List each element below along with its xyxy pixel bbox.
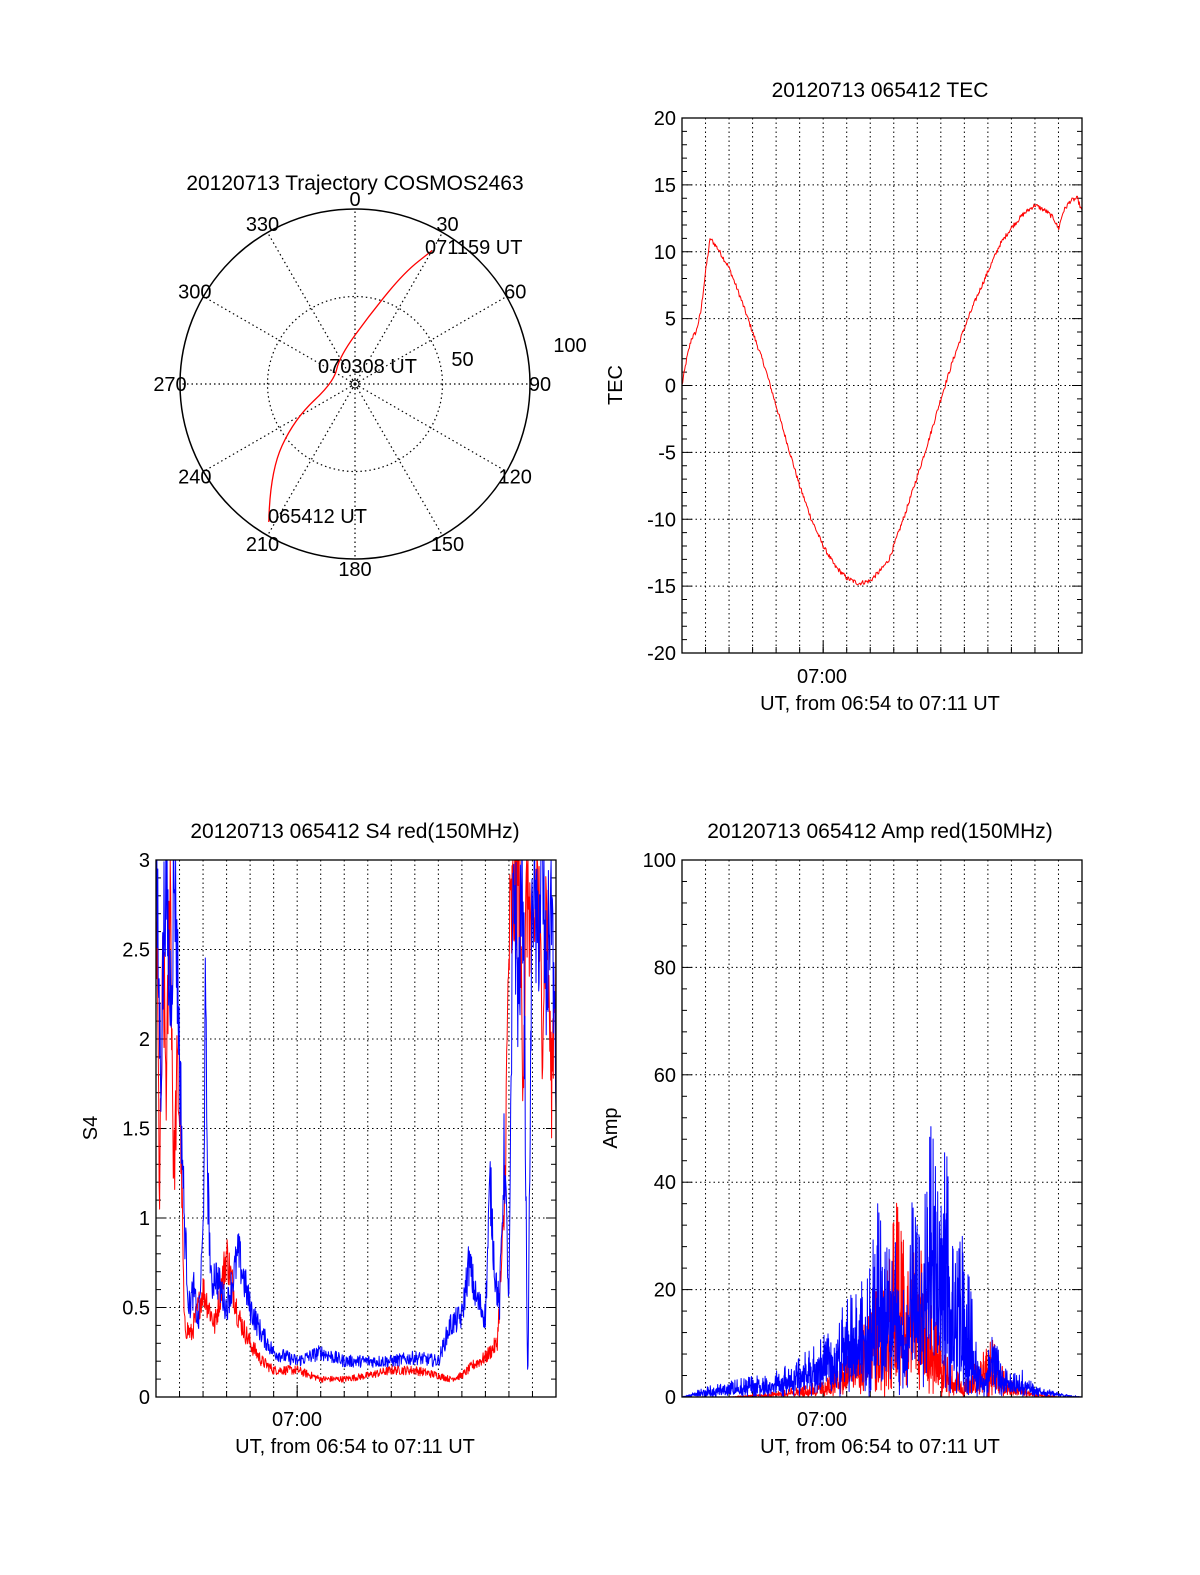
polar-elevation-label-50: 50 [451,349,473,371]
tec-panel: 20120713 065412 TEC UT, from 06:54 to 07… [605,79,1083,715]
tec-ytick-label-7: -15 [647,576,676,598]
amp-ytick-label-4: 20 [654,1280,676,1302]
polar-azimuth-label-270: 270 [153,374,186,396]
polar-title: 20120713 Trajectory COSMOS2463 [186,172,523,195]
polar-azimuth-label-120: 120 [499,467,532,489]
amp-ytick-label-0: 100 [643,850,676,872]
polar-azimuth-label-90: 90 [529,374,551,396]
amp-ytick-label-1: 80 [654,957,676,979]
s4-plot-frame [155,859,557,1398]
s4-ytick-label-6: 0 [139,1387,150,1409]
s4-ytick-label-3: 1.5 [122,1119,150,1141]
tec-plot-frame [681,117,1083,654]
s4-ytick-label-2: 2 [139,1029,150,1051]
tec-series-TEC [681,195,1083,586]
polar-azimuth-label-0: 0 [349,189,360,211]
amp-plot-frame [681,859,1083,1398]
s4-ytick-label-4: 1 [139,1208,150,1230]
polar-azimuth-label-330: 330 [246,214,279,236]
polar-start-annotation: 065412 UT [268,506,367,528]
tec-ytick-label-2: 10 [654,242,676,264]
polar-azimuth-label-240: 240 [178,467,211,489]
polar-grid: 0 30 60 90 120 150 180 210 240 270 300 330 50 100 [153,189,586,581]
polar-center-mark [350,379,360,389]
tec-ytick-label-6: -10 [647,509,676,531]
polar-middle-annotation: 070308 UT [318,356,417,378]
polar-azimuth-label-210: 210 [246,534,279,556]
amp-title: 20120713 065412 Amp red(150MHz) [707,820,1053,843]
polar-azimuth-label-180: 180 [338,559,371,581]
s4-series-red [155,859,557,1383]
amp-xlabel: UT, from 06:54 to 07:11 UT [760,1436,1000,1458]
s4-panel: 20120713 065412 S4 red(150MHz) UT, from … [80,820,557,1458]
polar-azimuth-label-150: 150 [431,534,464,556]
amp-ylabel: Amp [600,1107,622,1148]
s4-ytick-label-0: 3 [139,850,150,872]
polar-trajectory-panel: 20120713 Trajectory COSMOS2463 0 30 60 90 12… [153,172,586,581]
polar-elevation-label-100: 100 [553,335,586,357]
amp-series-blue [681,1126,1083,1398]
tec-ytick-label-0: 20 [654,108,676,130]
polar-end-annotation: 071159 UT [425,237,522,259]
s4-xtick-label: 07:00 [272,1409,322,1431]
amp-ytick-label-3: 40 [654,1172,676,1194]
tec-ytick-label-8: -20 [647,643,676,665]
polar-spoke-240 [203,383,356,473]
amp-panel: 20120713 065412 Amp red(150MHz) UT, from… [600,820,1083,1458]
polar-azimuth-label-60: 60 [504,282,526,304]
s4-ylabel: S4 [80,1116,102,1140]
polar-inner-circle [266,295,444,473]
amp-ytick-label-5: 0 [665,1387,676,1409]
tec-ylabel: TEC [605,365,627,405]
tec-ytick-label-3: 5 [665,309,676,331]
tec-title: 20120713 065412 TEC [772,79,989,102]
s4-ytick-label-1: 2.5 [122,940,150,962]
tec-ytick-label-1: 15 [654,175,676,197]
tec-xtick-label: 07:00 [797,666,847,688]
s4-xlabel: UT, from 06:54 to 07:11 UT [235,1436,475,1458]
polar-outer-circle [179,208,531,560]
s4-title: 20120713 065412 S4 red(150MHz) [190,820,519,843]
polar-azimuth-label-300: 300 [178,282,211,304]
tec-ytick-label-4: 0 [665,376,676,398]
amp-ytick-label-2: 60 [654,1065,676,1087]
s4-ytick-label-5: 0.5 [122,1298,150,1320]
polar-azimuth-label-30: 30 [436,214,458,236]
tec-xlabel: UT, from 06:54 to 07:11 UT [760,693,1000,715]
tec-ytick-label-5: -5 [658,442,676,464]
amp-xtick-label: 07:00 [797,1409,847,1431]
polar-track-line [268,250,433,523]
s4-series-blue [155,859,557,1370]
